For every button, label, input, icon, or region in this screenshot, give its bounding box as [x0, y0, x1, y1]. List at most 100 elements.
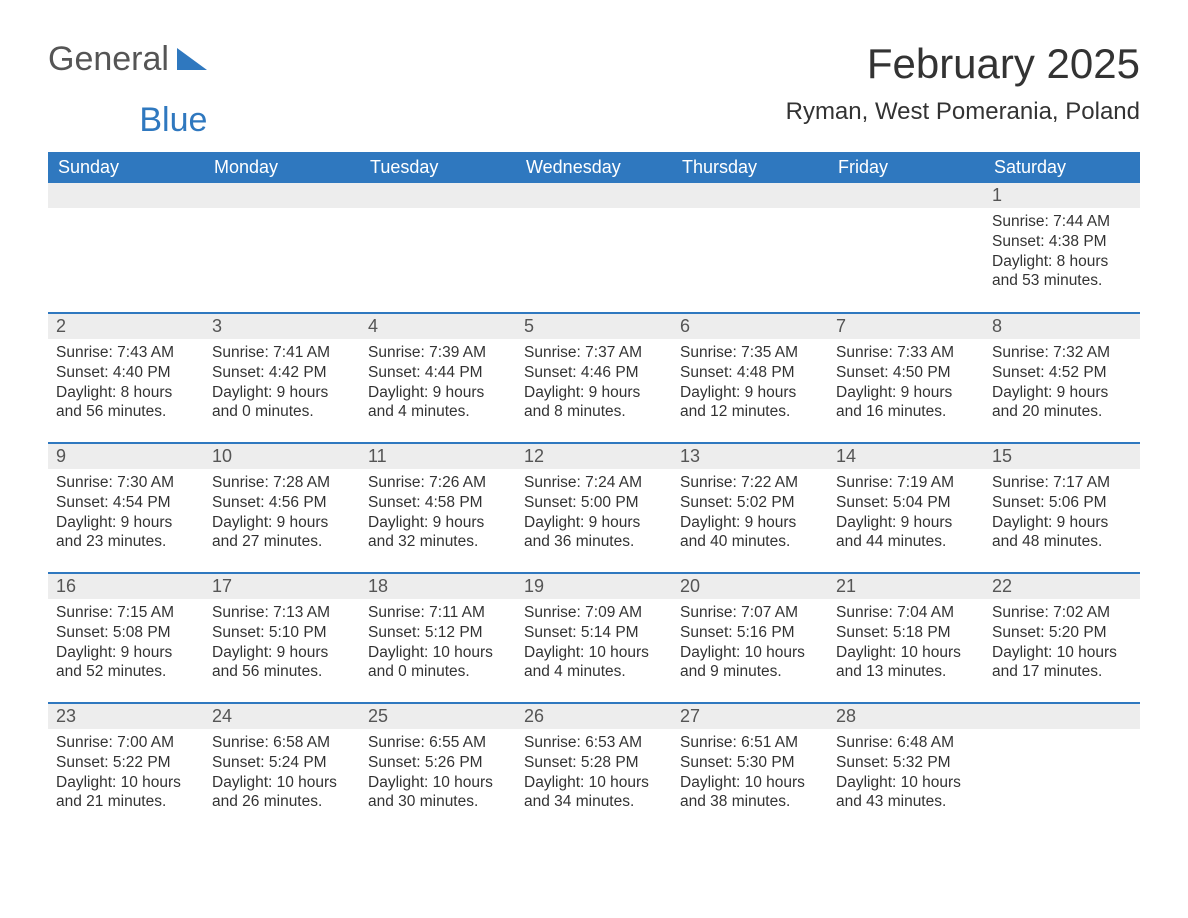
calendar-cell: 1Sunrise: 7:44 AMSunset: 4:38 PMDaylight…: [984, 183, 1140, 313]
calendar-cell: [828, 183, 984, 313]
sunrise-text: Sunrise: 7:09 AM: [524, 603, 664, 623]
daylight2-text: and 8 minutes.: [524, 402, 664, 422]
title-block: February 2025 Ryman, West Pomerania, Pol…: [786, 40, 1140, 126]
sunrise-text: Sunrise: 7:28 AM: [212, 473, 352, 493]
month-title: February 2025: [786, 40, 1140, 88]
calendar-cell: 14Sunrise: 7:19 AMSunset: 5:04 PMDayligh…: [828, 443, 984, 573]
calendar-cell: 17Sunrise: 7:13 AMSunset: 5:10 PMDayligh…: [204, 573, 360, 703]
calendar-cell: 25Sunrise: 6:55 AMSunset: 5:26 PMDayligh…: [360, 703, 516, 833]
sunset-text: Sunset: 5:10 PM: [212, 623, 352, 643]
daylight2-text: and 0 minutes.: [212, 402, 352, 422]
logo: General Blue: [48, 40, 207, 140]
day-content: Sunrise: 7:43 AMSunset: 4:40 PMDaylight:…: [48, 339, 204, 426]
sunset-text: Sunset: 5:20 PM: [992, 623, 1132, 643]
day-content: Sunrise: 7:07 AMSunset: 5:16 PMDaylight:…: [672, 599, 828, 686]
daylight2-text: and 32 minutes.: [368, 532, 508, 552]
daylight2-text: and 26 minutes.: [212, 792, 352, 812]
sunset-text: Sunset: 4:40 PM: [56, 363, 196, 383]
day-content: Sunrise: 7:15 AMSunset: 5:08 PMDaylight:…: [48, 599, 204, 686]
day-content: Sunrise: 6:58 AMSunset: 5:24 PMDaylight:…: [204, 729, 360, 816]
daylight2-text: and 43 minutes.: [836, 792, 976, 812]
calendar-cell: 27Sunrise: 6:51 AMSunset: 5:30 PMDayligh…: [672, 703, 828, 833]
day-number: 19: [516, 574, 672, 599]
sunset-text: Sunset: 4:50 PM: [836, 363, 976, 383]
daylight1-text: Daylight: 10 hours: [368, 643, 508, 663]
daylight1-text: Daylight: 9 hours: [836, 383, 976, 403]
daylight1-text: Daylight: 9 hours: [368, 383, 508, 403]
calendar-cell: [984, 703, 1140, 833]
daylight1-text: Daylight: 9 hours: [680, 513, 820, 533]
day-content: Sunrise: 7:04 AMSunset: 5:18 PMDaylight:…: [828, 599, 984, 686]
day-number: 1: [984, 183, 1140, 208]
day-number: 15: [984, 444, 1140, 469]
sunrise-text: Sunrise: 7:24 AM: [524, 473, 664, 493]
calendar-cell: 8Sunrise: 7:32 AMSunset: 4:52 PMDaylight…: [984, 313, 1140, 443]
calendar-cell: 6Sunrise: 7:35 AMSunset: 4:48 PMDaylight…: [672, 313, 828, 443]
sunset-text: Sunset: 5:28 PM: [524, 753, 664, 773]
day-content: Sunrise: 7:13 AMSunset: 5:10 PMDaylight:…: [204, 599, 360, 686]
daylight1-text: Daylight: 10 hours: [368, 773, 508, 793]
sunset-text: Sunset: 5:14 PM: [524, 623, 664, 643]
daylight1-text: Daylight: 10 hours: [992, 643, 1132, 663]
day-content: Sunrise: 6:55 AMSunset: 5:26 PMDaylight:…: [360, 729, 516, 816]
sunrise-text: Sunrise: 6:51 AM: [680, 733, 820, 753]
daylight1-text: Daylight: 10 hours: [56, 773, 196, 793]
daylight2-text: and 4 minutes.: [368, 402, 508, 422]
day-content: Sunrise: 7:26 AMSunset: 4:58 PMDaylight:…: [360, 469, 516, 556]
sunrise-text: Sunrise: 7:41 AM: [212, 343, 352, 363]
day-number: 26: [516, 704, 672, 729]
weekday-header-row: Sunday Monday Tuesday Wednesday Thursday…: [48, 152, 1140, 183]
day-number: 21: [828, 574, 984, 599]
day-number: 20: [672, 574, 828, 599]
daylight1-text: Daylight: 10 hours: [836, 643, 976, 663]
daylight1-text: Daylight: 9 hours: [56, 643, 196, 663]
daylight2-text: and 38 minutes.: [680, 792, 820, 812]
calendar-cell: 20Sunrise: 7:07 AMSunset: 5:16 PMDayligh…: [672, 573, 828, 703]
daylight1-text: Daylight: 8 hours: [56, 383, 196, 403]
daylight1-text: Daylight: 10 hours: [524, 643, 664, 663]
day-number: 25: [360, 704, 516, 729]
day-number: 7: [828, 314, 984, 339]
sunset-text: Sunset: 5:24 PM: [212, 753, 352, 773]
sunset-text: Sunset: 5:02 PM: [680, 493, 820, 513]
day-number: 14: [828, 444, 984, 469]
daylight2-text: and 48 minutes.: [992, 532, 1132, 552]
day-number: [984, 704, 1140, 729]
daylight1-text: Daylight: 9 hours: [524, 383, 664, 403]
sunrise-text: Sunrise: 7:17 AM: [992, 473, 1132, 493]
daylight2-text: and 16 minutes.: [836, 402, 976, 422]
day-number: [672, 183, 828, 208]
day-content: Sunrise: 7:09 AMSunset: 5:14 PMDaylight:…: [516, 599, 672, 686]
calendar-cell: 13Sunrise: 7:22 AMSunset: 5:02 PMDayligh…: [672, 443, 828, 573]
sunset-text: Sunset: 4:48 PM: [680, 363, 820, 383]
weekday-header: Thursday: [672, 152, 828, 183]
calendar-cell: 22Sunrise: 7:02 AMSunset: 5:20 PMDayligh…: [984, 573, 1140, 703]
sunset-text: Sunset: 4:46 PM: [524, 363, 664, 383]
daylight2-text: and 40 minutes.: [680, 532, 820, 552]
calendar-page: General Blue February 2025 Ryman, West P…: [0, 0, 1188, 918]
daylight1-text: Daylight: 9 hours: [992, 513, 1132, 533]
daylight2-text: and 23 minutes.: [56, 532, 196, 552]
sunset-text: Sunset: 4:38 PM: [992, 232, 1132, 252]
weekday-header: Friday: [828, 152, 984, 183]
weekday-header: Tuesday: [360, 152, 516, 183]
day-number: [204, 183, 360, 208]
daylight2-text: and 27 minutes.: [212, 532, 352, 552]
sunrise-text: Sunrise: 7:15 AM: [56, 603, 196, 623]
calendar-cell: 3Sunrise: 7:41 AMSunset: 4:42 PMDaylight…: [204, 313, 360, 443]
sunrise-text: Sunrise: 7:04 AM: [836, 603, 976, 623]
calendar-cell: 21Sunrise: 7:04 AMSunset: 5:18 PMDayligh…: [828, 573, 984, 703]
calendar-cell: [204, 183, 360, 313]
day-content: Sunrise: 7:00 AMSunset: 5:22 PMDaylight:…: [48, 729, 204, 816]
sunset-text: Sunset: 5:04 PM: [836, 493, 976, 513]
daylight2-text: and 53 minutes.: [992, 271, 1132, 291]
calendar-cell: 16Sunrise: 7:15 AMSunset: 5:08 PMDayligh…: [48, 573, 204, 703]
daylight2-text: and 9 minutes.: [680, 662, 820, 682]
calendar-cell: 10Sunrise: 7:28 AMSunset: 4:56 PMDayligh…: [204, 443, 360, 573]
weekday-header: Saturday: [984, 152, 1140, 183]
day-content: Sunrise: 7:19 AMSunset: 5:04 PMDaylight:…: [828, 469, 984, 556]
calendar-cell: 7Sunrise: 7:33 AMSunset: 4:50 PMDaylight…: [828, 313, 984, 443]
calendar-cell: 2Sunrise: 7:43 AMSunset: 4:40 PMDaylight…: [48, 313, 204, 443]
sunset-text: Sunset: 5:30 PM: [680, 753, 820, 773]
sunset-text: Sunset: 5:12 PM: [368, 623, 508, 643]
